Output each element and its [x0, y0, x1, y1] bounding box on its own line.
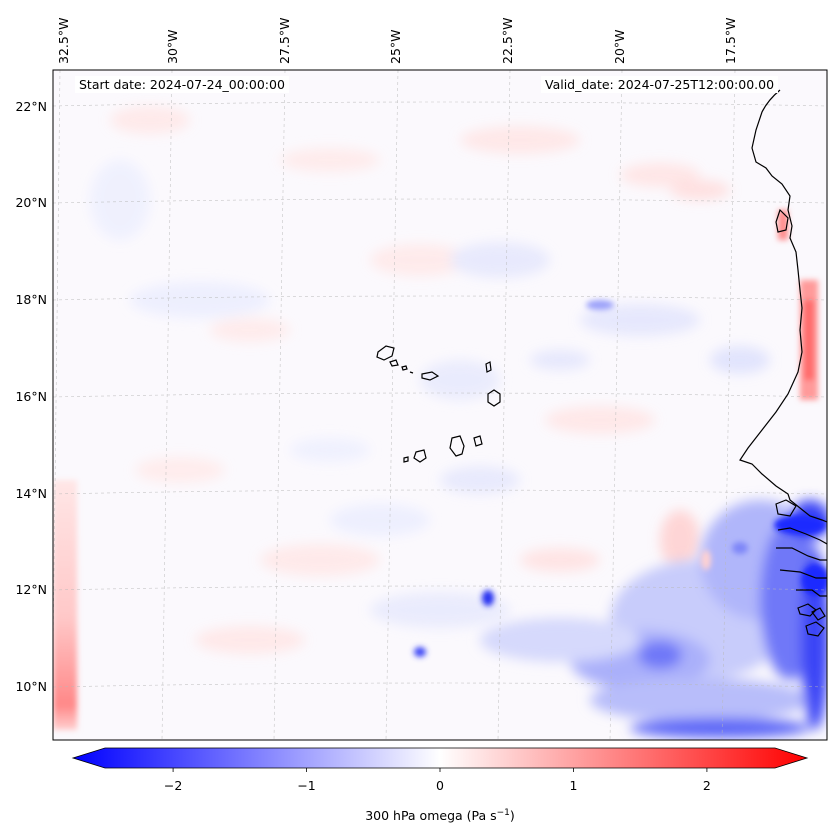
colorbar-ticks: −2 −1 0 1 2 — [164, 768, 711, 793]
latitude-labels: 22°N 20°N 18°N 16°N 14°N 12°N 10°N — [15, 99, 47, 694]
map-panel — [53, 70, 827, 740]
valid-date-label: Valid_date: 2024-07-25T12:00:00.00 — [541, 76, 779, 93]
lon-label: 27.5°W — [277, 18, 292, 64]
lon-label: 17.5°W — [723, 18, 738, 64]
lat-label: 10°N — [15, 679, 47, 694]
colorbar-tick-label: −1 — [297, 778, 315, 793]
start-date-label: Start date: 2024-07-24_00:00:00 — [75, 76, 289, 93]
lon-label: 30°W — [165, 29, 180, 64]
lon-label: 25°W — [388, 29, 403, 64]
lat-label: 22°N — [15, 99, 47, 114]
lat-label: 14°N — [15, 486, 47, 501]
colorbar-label: 300 hPa omega (Pa s−1) — [365, 808, 515, 823]
lat-label: 12°N — [15, 582, 47, 597]
colorbar-tick-label: 2 — [703, 778, 711, 793]
longitude-labels: 32.5°W 30°W 27.5°W 25°W 22.5°W 20°W 17.5… — [56, 18, 738, 64]
lon-label: 32.5°W — [56, 18, 71, 64]
coastlines — [739, 89, 827, 637]
cape-verde-islands — [376, 345, 501, 463]
colorbar-tick-label: 0 — [436, 778, 444, 793]
lon-label: 20°W — [612, 29, 627, 64]
colorbar-tick-label: 1 — [569, 778, 577, 793]
colorbar-tick-label: −2 — [164, 778, 182, 793]
omega-field — [53, 106, 827, 738]
lat-label: 16°N — [15, 389, 47, 404]
colorbar: −2 −1 0 1 2 300 hPa omega (Pa s−1) — [71, 747, 809, 823]
lon-label: 22.5°W — [500, 18, 515, 64]
map-frame — [52, 69, 828, 741]
lat-label: 18°N — [15, 292, 47, 307]
colorbar-bar — [71, 747, 809, 769]
africa-coastline — [739, 89, 827, 523]
lat-label: 20°N — [15, 195, 47, 210]
